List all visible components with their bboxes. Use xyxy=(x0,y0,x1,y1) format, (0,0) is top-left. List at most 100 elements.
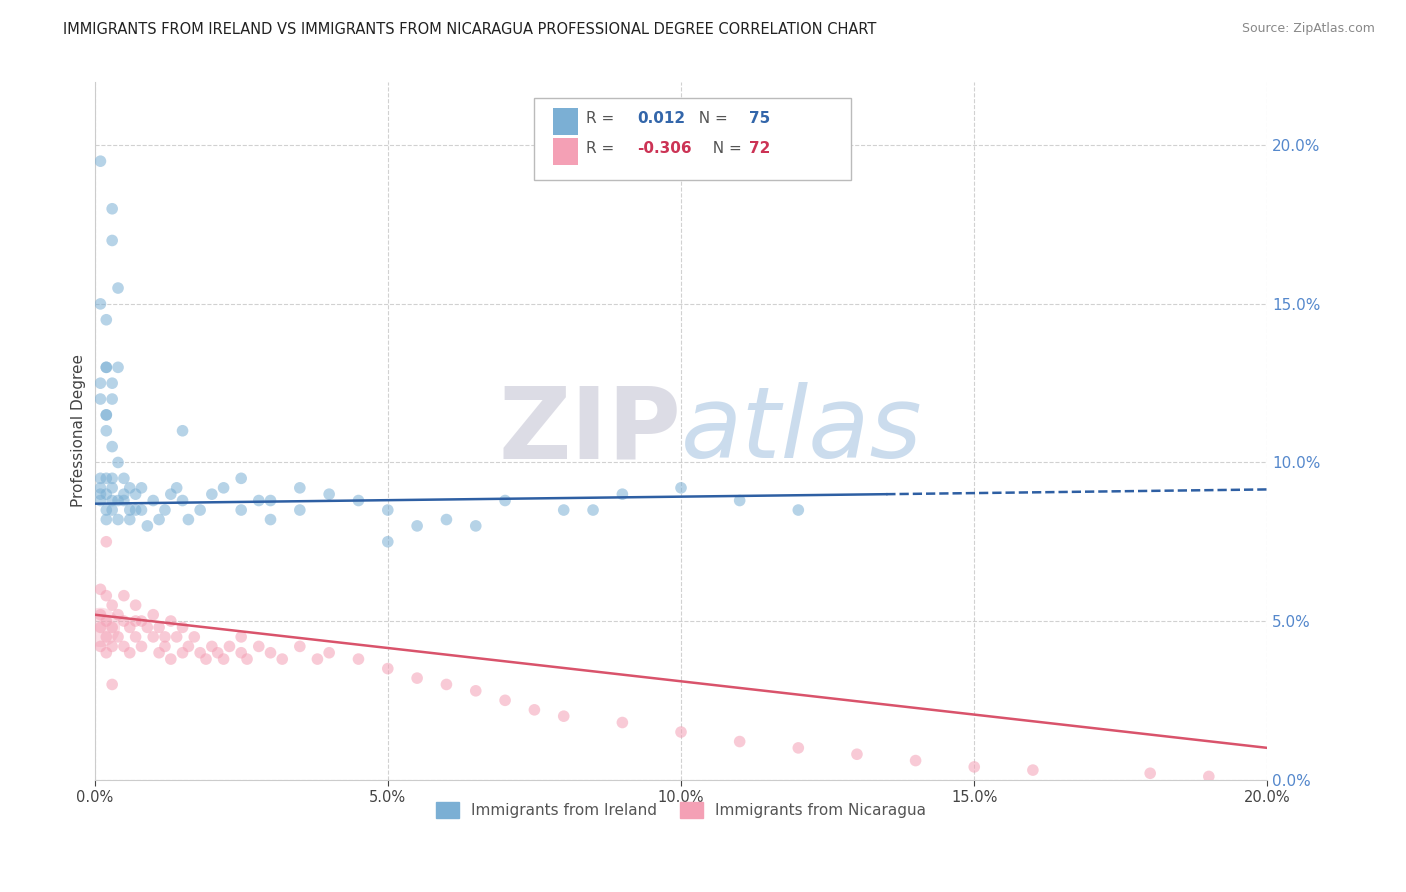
Point xyxy=(131,640,153,654)
Text: N =: N = xyxy=(703,142,747,156)
Point xyxy=(377,503,399,517)
Point xyxy=(318,487,340,501)
Point xyxy=(112,640,135,654)
Point xyxy=(177,512,200,526)
Text: -0.306: -0.306 xyxy=(637,142,692,156)
Point xyxy=(124,598,146,612)
Point xyxy=(195,652,218,666)
Text: 72: 72 xyxy=(749,142,770,156)
Point xyxy=(553,709,575,723)
Point xyxy=(118,512,141,526)
Point xyxy=(1022,763,1045,777)
Point xyxy=(107,360,129,375)
Point xyxy=(101,677,124,691)
Point xyxy=(494,693,516,707)
Point xyxy=(96,471,118,485)
Point xyxy=(231,503,253,517)
Point xyxy=(89,640,111,654)
Point xyxy=(963,760,986,774)
Point xyxy=(172,646,194,660)
Point xyxy=(166,481,188,495)
Point xyxy=(212,652,235,666)
Point xyxy=(118,481,141,495)
Point xyxy=(172,424,194,438)
Y-axis label: Professional Degree: Professional Degree xyxy=(72,354,86,508)
Point xyxy=(124,503,146,517)
Point xyxy=(1139,766,1161,780)
Point xyxy=(124,630,146,644)
Point xyxy=(112,487,135,501)
Point xyxy=(118,503,141,517)
Point xyxy=(96,614,118,628)
Point xyxy=(89,471,111,485)
Point xyxy=(845,747,868,762)
Point xyxy=(148,646,170,660)
Point xyxy=(89,620,111,634)
Point xyxy=(89,154,111,169)
Point xyxy=(89,297,111,311)
Point xyxy=(101,598,124,612)
Point xyxy=(107,607,129,622)
Point xyxy=(96,487,118,501)
Point xyxy=(612,487,634,501)
Point xyxy=(96,503,118,517)
Point xyxy=(728,734,751,748)
Point xyxy=(288,503,311,517)
Point xyxy=(188,503,211,517)
Point xyxy=(669,481,692,495)
Point xyxy=(89,493,111,508)
Point xyxy=(142,493,165,508)
Point xyxy=(464,519,486,533)
Point xyxy=(136,519,159,533)
Text: 75: 75 xyxy=(749,112,770,126)
Point xyxy=(201,487,224,501)
Point xyxy=(96,512,118,526)
Point xyxy=(307,652,329,666)
Point xyxy=(96,408,118,422)
Text: Source: ZipAtlas.com: Source: ZipAtlas.com xyxy=(1241,22,1375,36)
Point xyxy=(166,630,188,644)
Point xyxy=(218,640,240,654)
Point xyxy=(89,376,111,391)
Point xyxy=(231,646,253,660)
Point xyxy=(101,440,124,454)
Point xyxy=(101,640,124,654)
Point xyxy=(318,646,340,660)
Text: ZIP: ZIP xyxy=(498,383,681,479)
Point xyxy=(582,503,605,517)
Point xyxy=(904,754,927,768)
Point xyxy=(118,620,141,634)
Point xyxy=(89,607,111,622)
Point xyxy=(612,715,634,730)
Point xyxy=(231,471,253,485)
Point xyxy=(136,620,159,634)
Point xyxy=(188,646,211,660)
Point xyxy=(148,512,170,526)
Point xyxy=(101,471,124,485)
Point xyxy=(131,503,153,517)
Point xyxy=(728,493,751,508)
Point xyxy=(159,487,181,501)
Point xyxy=(107,512,129,526)
Point xyxy=(201,640,224,654)
Point xyxy=(231,630,253,644)
Point xyxy=(271,652,294,666)
Point xyxy=(96,589,118,603)
Point xyxy=(101,202,124,216)
Text: R =: R = xyxy=(586,142,620,156)
Point xyxy=(153,640,176,654)
Point xyxy=(153,503,176,517)
Point xyxy=(101,234,124,248)
Point xyxy=(96,646,118,660)
Point xyxy=(377,662,399,676)
Point xyxy=(153,630,176,644)
Text: atlas: atlas xyxy=(681,383,922,479)
Point xyxy=(172,493,194,508)
Point xyxy=(347,493,370,508)
Text: N =: N = xyxy=(689,112,733,126)
Legend: Immigrants from Ireland, Immigrants from Nicaragua: Immigrants from Ireland, Immigrants from… xyxy=(430,796,932,824)
Point xyxy=(101,481,124,495)
Point xyxy=(89,392,111,406)
Point xyxy=(669,725,692,739)
Point xyxy=(107,455,129,469)
